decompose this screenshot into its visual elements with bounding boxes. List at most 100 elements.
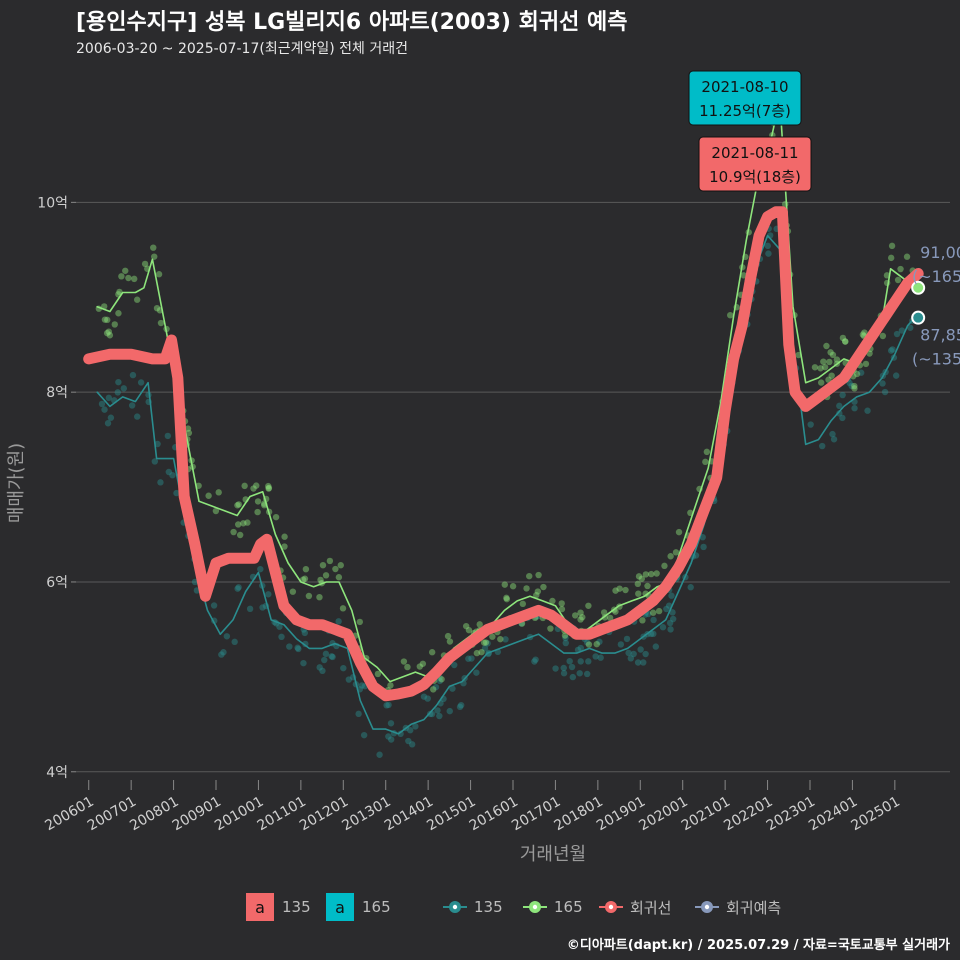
trade-point-135 <box>301 629 309 637</box>
trade-point-165 <box>894 276 902 284</box>
legend-key-prediction[interactable]: 회귀예측 <box>694 892 781 922</box>
legend-box-165[interactable]: a 165 <box>326 892 391 922</box>
trade-point-165 <box>851 382 858 390</box>
trade-point-165 <box>289 588 297 595</box>
trade-point-135 <box>669 615 677 623</box>
trade-point-135 <box>583 670 591 678</box>
trade-point-135 <box>568 663 576 671</box>
legend-key-regression[interactable]: 회귀선 <box>598 892 671 922</box>
trade-point-165 <box>339 605 347 612</box>
trade-point-165 <box>157 319 165 327</box>
trade-point-165 <box>503 595 511 603</box>
annotation-box <box>698 136 812 192</box>
trade-point-165 <box>106 332 114 339</box>
y-tick-label: 8억 <box>46 385 68 401</box>
trade-point-165 <box>319 561 327 569</box>
trade-point-165 <box>558 605 566 613</box>
trade-point-135 <box>569 673 577 681</box>
trade-point-165 <box>240 520 247 527</box>
trade-point-165 <box>829 351 837 359</box>
trade-point-165 <box>430 686 437 693</box>
trade-point-135 <box>592 653 599 660</box>
trade-point-135 <box>397 730 404 738</box>
prediction-marker-135 <box>911 310 926 325</box>
trade-point-165 <box>535 571 542 579</box>
trade-point-135 <box>107 414 115 421</box>
trade-point-135 <box>577 644 584 652</box>
trade-point-135 <box>129 371 137 379</box>
trade-point-165 <box>897 265 904 273</box>
trade-point-165 <box>462 622 470 630</box>
legend-key-165[interactable]: 165 <box>522 892 583 922</box>
trade-point-135 <box>836 410 843 417</box>
trade-point-135 <box>383 702 390 709</box>
trade-point-135 <box>576 670 583 677</box>
trade-point-165 <box>501 581 508 588</box>
trade-point-135 <box>637 646 644 653</box>
trade-point-165 <box>821 363 829 371</box>
trade-point-165 <box>444 632 452 640</box>
trade-point-165 <box>122 267 129 274</box>
trade-point-135 <box>436 712 443 720</box>
legend-key-135[interactable]: 135 <box>442 892 503 922</box>
trade-point-135 <box>659 624 667 631</box>
trade-point-135 <box>265 591 272 598</box>
trade-point-135 <box>473 669 480 676</box>
trade-point-165 <box>820 358 827 365</box>
trade-point-165 <box>480 639 488 646</box>
trade-point-135 <box>424 695 431 702</box>
trade-point-135 <box>627 655 635 662</box>
trade-point-135 <box>468 655 475 662</box>
trade-point-135 <box>278 633 285 641</box>
y-tick-label: 10억 <box>37 195 68 211</box>
trade-point-165 <box>879 332 887 340</box>
trade-point-135 <box>328 653 335 660</box>
trade-point-165 <box>416 663 424 670</box>
trade-point-165 <box>101 316 109 323</box>
trade-point-165 <box>509 583 517 590</box>
trade-point-135 <box>105 394 113 402</box>
legend-box-165-label: 165 <box>362 898 391 916</box>
x-tick-label: 202501 <box>849 794 903 835</box>
prediction-marker-165 <box>911 280 926 295</box>
prediction-area-label: (~135㎡) <box>912 350 960 369</box>
trade-point-135 <box>830 436 838 443</box>
trade-point-135 <box>101 406 108 413</box>
annotation-box <box>688 70 802 126</box>
trade-point-165 <box>534 588 542 595</box>
trade-point-165 <box>519 600 527 608</box>
trade-point-165 <box>133 296 141 303</box>
trade-point-165 <box>215 489 222 496</box>
trade-point-165 <box>667 553 674 560</box>
trade-point-135 <box>210 602 218 609</box>
trade-point-165 <box>316 593 323 601</box>
annotation-price: 10.9억(18층) <box>709 168 801 186</box>
trade-point-135 <box>355 710 362 718</box>
trade-point-165 <box>533 591 540 599</box>
y-axis-title: 매매가(원) <box>6 443 27 523</box>
trade-point-135 <box>104 420 112 427</box>
trade-point-135 <box>663 605 670 613</box>
trade-point-135 <box>169 472 176 479</box>
trade-point-135 <box>765 250 772 257</box>
trade-point-165 <box>322 572 330 579</box>
trade-point-135 <box>829 430 836 438</box>
trade-point-135 <box>446 707 453 715</box>
trade-point-135 <box>137 379 145 386</box>
trade-point-135 <box>584 639 591 646</box>
trade-point-135 <box>114 389 121 396</box>
trade-point-165 <box>612 587 619 594</box>
trade-point-165 <box>465 626 473 634</box>
regression-line <box>83 206 924 702</box>
trade-point-165 <box>903 253 911 260</box>
trade-point-135 <box>358 682 366 689</box>
trade-point-135 <box>294 644 301 651</box>
trade-point-165 <box>861 329 868 336</box>
trade-point-135 <box>634 659 642 666</box>
legend-box-135-swatch: a <box>246 893 274 921</box>
trade-point-135 <box>134 413 141 420</box>
trade-point-165 <box>635 590 642 597</box>
trade-point-135 <box>259 604 266 611</box>
legend-box-135[interactable]: a 135 <box>246 892 311 922</box>
